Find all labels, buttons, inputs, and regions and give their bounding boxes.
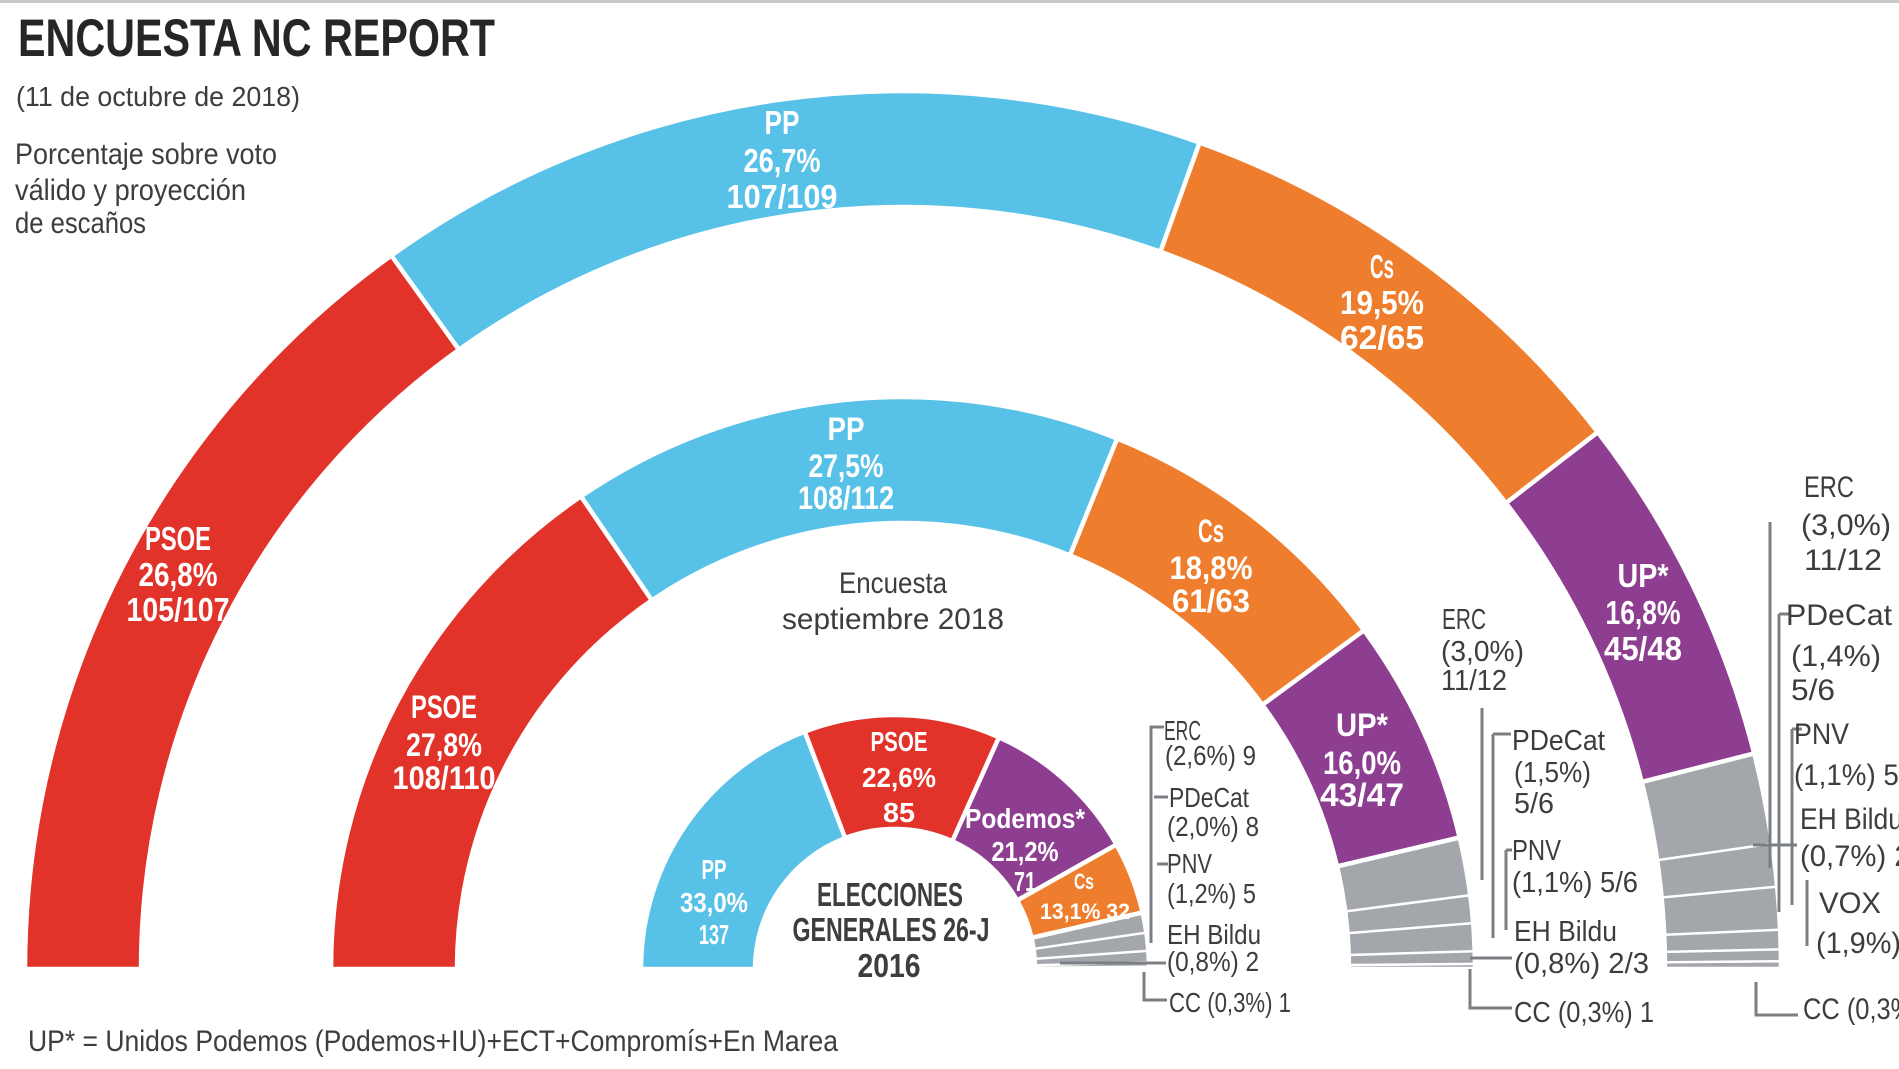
svg-text:PP: PP [765,104,800,141]
svg-text:71: 71 [1014,866,1036,897]
svg-text:PDeCat: PDeCat [1512,725,1605,757]
svg-text:(1,9%): (1,9%) [1816,927,1899,960]
svg-text:27,5%: 27,5% [809,448,884,484]
svg-text:de escaños: de escaños [15,207,146,240]
svg-text:septiembre 2018: septiembre 2018 [782,603,1004,636]
svg-text:EH Bildu: EH Bildu [1800,803,1899,836]
svg-text:107/109: 107/109 [727,178,838,215]
svg-text:VOX: VOX [1819,887,1881,920]
svg-text:27,8%: 27,8% [406,727,482,763]
svg-text:16,0%: 16,0% [1323,745,1401,781]
svg-text:Cs: Cs [1370,248,1394,285]
svg-text:(1,5%): (1,5%) [1514,757,1591,789]
svg-text:61/63: 61/63 [1172,583,1250,619]
svg-text:21,2%: 21,2% [992,836,1059,867]
svg-text:(11 de octubre de 2018): (11 de octubre de 2018) [16,81,300,112]
svg-text:GENERALES 26-J: GENERALES 26-J [793,911,990,948]
svg-text:Porcentaje sobre voto: Porcentaje sobre voto [15,138,277,171]
svg-text:CC (0,3%) 1: CC (0,3%) 1 [1514,997,1654,1029]
svg-text:PDeCat: PDeCat [1169,782,1249,813]
svg-text:2016: 2016 [858,947,921,984]
svg-text:ERC: ERC [1804,471,1854,504]
svg-text:45/48: 45/48 [1604,630,1682,667]
svg-text:Encuesta: Encuesta [839,567,947,600]
svg-text:33,0%: 33,0% [680,887,748,918]
svg-text:válido y proyección: válido y proyección [15,174,246,207]
svg-text:EH Bildu: EH Bildu [1167,919,1261,950]
svg-text:5/6: 5/6 [1791,674,1835,707]
svg-text:Podemos*: Podemos* [965,803,1085,834]
svg-text:PSOE: PSOE [145,520,211,557]
svg-text:PNV: PNV [1512,835,1562,867]
svg-text:ERC: ERC [1164,715,1201,746]
svg-text:(1,1%) 5/6: (1,1%) 5/6 [1512,867,1638,899]
svg-text:(0,8%) 2/3: (0,8%) 2/3 [1514,948,1649,980]
svg-text:PSOE: PSOE [411,689,477,725]
svg-text:PNV: PNV [1167,848,1212,879]
svg-text:CC (0,3%) 1: CC (0,3%) 1 [1803,993,1899,1026]
svg-text:(1,4%): (1,4%) [1791,640,1881,673]
svg-text:16,8%: 16,8% [1606,594,1681,631]
svg-text:(3,0%): (3,0%) [1441,636,1524,668]
svg-text:UP*: UP* [1618,557,1669,594]
svg-text:EH Bildu: EH Bildu [1514,916,1617,948]
svg-text:137: 137 [699,919,729,950]
svg-text:PP: PP [702,854,727,885]
svg-text:PDeCat: PDeCat [1786,599,1893,632]
svg-text:108/112: 108/112 [798,480,894,516]
svg-text:18,8%: 18,8% [1170,550,1253,586]
svg-text:(2,6%) 9: (2,6%) 9 [1165,740,1256,771]
svg-text:26,8%: 26,8% [139,556,218,593]
svg-text:22,6%: 22,6% [862,762,936,793]
svg-text:62/65: 62/65 [1340,319,1424,356]
svg-text:CC (0,3%) 1: CC (0,3%) 1 [1169,987,1291,1018]
svg-text:43/47: 43/47 [1320,777,1404,813]
svg-text:5/6: 5/6 [1514,788,1554,820]
svg-text:19,5%: 19,5% [1340,284,1424,321]
svg-text:108/110: 108/110 [393,760,496,796]
svg-text:Cs: Cs [1074,869,1094,894]
svg-text:PSOE: PSOE [871,726,928,757]
svg-text:(0,8%) 2: (0,8%) 2 [1167,946,1259,977]
svg-text:11/12: 11/12 [1804,544,1882,577]
svg-text:(0,7%) 2/3: (0,7%) 2/3 [1800,840,1899,873]
svg-text:(2,0%) 8: (2,0%) 8 [1167,811,1259,842]
svg-text:85: 85 [883,797,915,828]
svg-text:11/12: 11/12 [1441,665,1507,697]
svg-text:ENCUESTA NC REPORT: ENCUESTA NC REPORT [18,9,495,68]
svg-text:ERC: ERC [1442,604,1486,636]
svg-text:Cs: Cs [1198,513,1224,549]
svg-text:PNV: PNV [1794,718,1849,751]
svg-text:13,1% 32: 13,1% 32 [1040,899,1130,924]
svg-text:ELECCIONES: ELECCIONES [817,876,963,913]
svg-text:105/107: 105/107 [127,591,230,628]
svg-text:26,7%: 26,7% [744,142,821,179]
svg-text:(3,0%): (3,0%) [1801,509,1891,542]
svg-text:UP* = Unidos Podemos (Podemos+: UP* = Unidos Podemos (Podemos+IU)+ECT+Co… [28,1025,838,1058]
svg-text:UP*: UP* [1336,707,1388,743]
svg-text:PP: PP [828,411,865,447]
svg-text:(1,2%) 5: (1,2%) 5 [1167,878,1256,909]
svg-text:(1,1%) 5/6: (1,1%) 5/6 [1794,759,1899,792]
